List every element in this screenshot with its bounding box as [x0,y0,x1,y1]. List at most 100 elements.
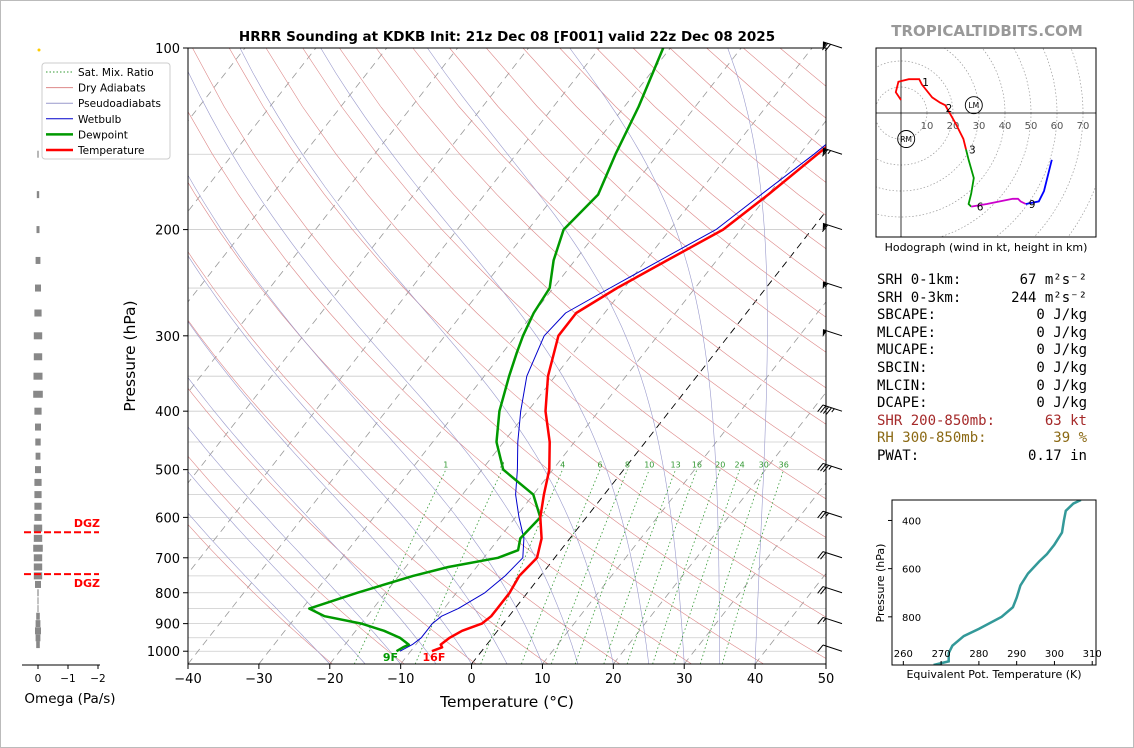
barb-flag [817,617,824,625]
dry-adiabat-line [412,48,826,425]
hodograph-height-label: 9 [1029,199,1036,211]
wind-barb [822,147,843,157]
isotherm-line [188,48,671,664]
stat-label: DCAPE: [877,395,928,412]
barb-staff [822,329,843,337]
dry-adiabat-line [522,48,826,318]
watermark: TROPICALTIDBITS.COM [891,22,1083,40]
theta-x-tick-label: 300 [1045,649,1064,660]
mixing-ratio-label: 24 [735,461,745,470]
wind-barb [817,586,843,595]
legend-label: Sat. Mix. Ratio [78,67,154,79]
dry-adiabat-line [449,48,826,389]
theta-x-tick-label: 270 [932,649,951,660]
stat-row: SBCAPE: 0 J/kg [877,307,1107,325]
omega-bar [34,478,42,486]
hodograph-segment [894,78,967,150]
stat-value: 39 % [1053,430,1087,447]
skewt-xlabel: Temperature (°C) [439,693,574,711]
temperature-trace [431,145,826,653]
pseudoadiabat-line [188,255,508,664]
omega-top-marker [37,48,41,52]
barb-pennant [822,148,827,156]
x-tick-label: 30 [676,672,693,687]
theta-x-tick-label: 290 [1007,649,1026,660]
pseudoadiabat-line [188,70,579,664]
omega-bar [35,438,41,446]
hodograph-ring-label: 50 [1025,121,1038,132]
mixing-ratio-line [626,469,698,664]
barb-pennant [822,223,827,231]
barb-flag [820,464,827,472]
barb-staff [822,616,843,625]
stat-value: 0.17 in [1027,447,1087,464]
stat-label: SHR 200-850mb: [877,412,996,429]
theta-e-ylabel: Pressure (hPa) [874,544,887,623]
mixing-ratio-label: 30 [759,461,769,470]
lm-marker-circle [964,96,983,115]
dry-adiabat-line [486,48,826,353]
omega-bar [33,534,43,542]
wind-barb [822,41,843,52]
figure-title: HRRR Sounding at KDKB Init: 21z Dec 08 [… [239,29,775,45]
dry-adiabat-line [188,181,692,664]
surface-temperature-label: 16F [423,651,446,664]
hodograph-traces: 1 2 3 6 9 RM LM [894,77,1053,214]
isotherm-line [188,48,529,484]
barb-flag [820,405,827,413]
x-tick-label: −20 [316,672,343,687]
wind-barb [817,404,843,415]
isotherm-line [188,48,317,212]
hodograph-segment [965,149,975,208]
omega-bar [35,256,41,264]
stat-value: 244 m²s⁻² [1011,289,1087,306]
x-tick-label: 20 [605,672,622,687]
stat-label: MLCIN: [877,377,928,394]
hodograph-frame [875,47,1097,238]
mixing-ratio-line [480,469,563,664]
hodograph-ring-label: 60 [1051,121,1064,132]
omega-bar [35,580,41,588]
y-tick-label: 1000 [147,645,180,660]
stat-label: SRH 0-3km: [877,289,962,306]
skewt-ylabel: Pressure (hPa) [121,300,139,411]
hodograph-grid: 10 20 30 40 50 60 70 [876,48,1096,237]
x-tick-label: 0 [467,672,475,687]
barb-flag [820,511,827,520]
hodograph-caption: Hodograph (wind in kt, height in km) [885,241,1088,254]
legend-box [41,62,171,160]
theta-y-tick-label: 800 [902,613,921,624]
y-tick-label: 400 [155,405,180,420]
dry-adiabat-line [188,319,549,664]
omega-bar [33,372,43,380]
barb-staff [822,281,843,289]
legend-label: Dewpoint [78,129,128,141]
x-tick-label: 50 [818,672,835,687]
omega-bar [33,524,43,532]
mixing-ratio-line [550,469,628,664]
stat-row: RH 300-850mb: 39 % [877,430,1107,448]
pseudoadiabat-line [188,174,543,664]
wind-barb [822,222,843,232]
theta-y-tick-label: 600 [902,565,921,576]
stat-value: 0 J/kg [1036,377,1087,394]
mixing-ratio-line [721,469,785,664]
omega-bar [34,491,42,499]
barb-staff [822,147,843,155]
stats-panel: SRH 0-1km: 67 m²s⁻² SRH 0-3km: 244 m²s⁻² SBC… [877,272,1107,466]
hodograph-ring-label: 40 [999,121,1012,132]
skewt-frame [187,47,827,665]
x-tick-label: −10 [387,672,414,687]
mixing-ratio-line [699,469,765,664]
stat-value: 0 J/kg [1036,359,1087,376]
mixing-ratio-line [673,469,740,664]
barb-flag [822,43,829,51]
x-tick-label: −40 [174,672,201,687]
barb-flag [820,552,827,560]
wind-barb [822,329,843,337]
hodograph-ring-label: 10 [921,121,934,132]
isotherm-line [400,120,826,664]
wind-barb [817,616,843,625]
omega-bar [33,390,43,398]
